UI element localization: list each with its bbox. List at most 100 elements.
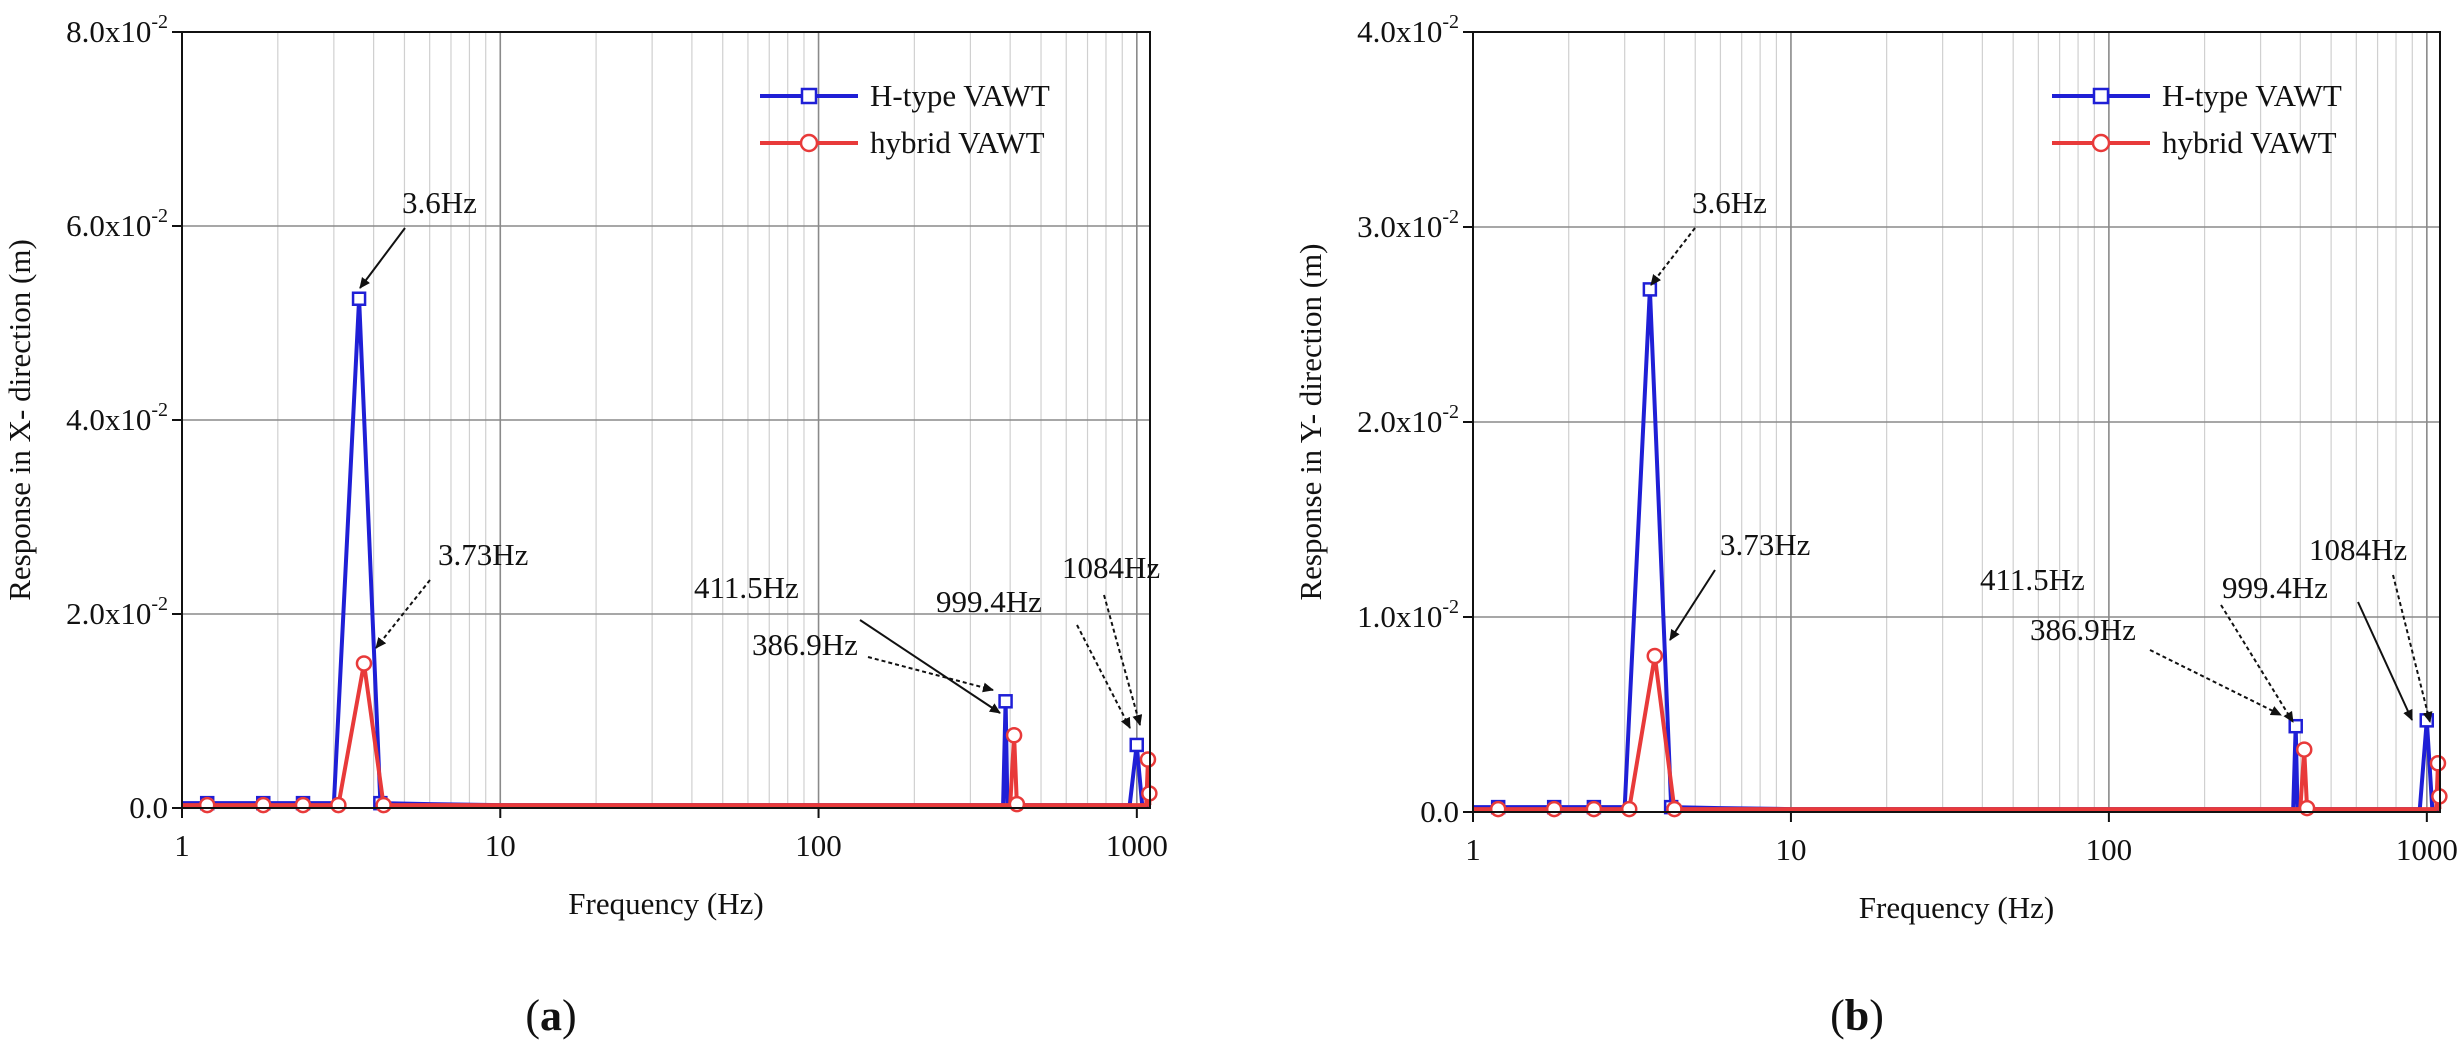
panel-b-y-tick-mantissa: 4.0x10 [1357,14,1442,49]
panel-a-annotation-arrow [359,227,406,289]
panel-b-series-hybrid-marker [1646,647,1664,665]
panel-a-x-tick-label: 10 [485,828,516,863]
panel-a-label: (a) [525,991,576,1040]
panel-a-annotation-arrow [1103,594,1143,726]
panel-b-annotation-label: 386.9Hz [2030,612,2136,647]
legend-hybrid-label: hybrid VAWT [2162,125,2337,160]
panel-a-annotation-label: 3.73Hz [438,537,528,572]
panel-a-y-tick-label: 8.0x10-2 [66,11,168,49]
panel-b-series [1473,282,2448,818]
panel-b-y-tick-mantissa: 0.0 [1420,794,1459,829]
panel-b-label: (b) [1830,991,1884,1040]
panel-b-y-tick-exponent: -2 [1442,401,1459,423]
panel-b-series-hybrid-marker [1620,800,1638,818]
panel-b-y-tick-label: 0.0 [1420,794,1459,829]
panel-a-annotations: 3.6Hz 3.73Hz 411.5Hz 386.9Hz 999.4Hz 1084Hz [359,185,1160,729]
legend-htype-label: H-type VAWT [2162,78,2342,113]
panel-b-series-hybrid-marker [2295,741,2313,758]
panel-a-series-hybrid-marker [355,655,373,672]
panel-a-y-tick-exponent: -2 [151,593,168,615]
panel-b-y-tick-exponent: -2 [1442,206,1459,228]
panel-b-y-axis-title: Response in Y- direction (m) [1293,244,1328,601]
panel-b-y-tick-mantissa: 2.0x10 [1357,404,1442,439]
panel-a-annotation-arrow [375,579,431,649]
panel-a-y-tick-mantissa: 8.0x10 [66,14,151,49]
panel-b-series-hybrid-marker [2429,755,2447,772]
panel-a-label-letter: a [540,991,562,1040]
panel-a-y-tick-exponent: -2 [151,11,168,33]
legend-hybrid-marker [799,133,819,153]
panel-b-series-htype-marker [2419,713,2435,728]
panel-b-y-tick-label: 2.0x10-2 [1357,401,1459,439]
panel-b-annotation-label: 3.73Hz [1720,527,1810,562]
panel-b-x-tick-label: 1 [1465,832,1481,867]
panel-b-y-tick-exponent: -2 [1442,11,1459,33]
panel-b-annotation-label: 999.4Hz [2222,570,2328,605]
panel-a-series-htype-marker [351,291,367,306]
panel-a-y-tick-exponent: -2 [151,399,168,421]
panel-b-annotation-label: 3.6Hz [1692,185,1767,220]
panel-a-annotation-label: 386.9Hz [752,627,858,662]
panel-a-y-tick-mantissa: 4.0x10 [66,402,151,437]
panel-a-x-tick-label: 1000 [1106,828,1168,863]
panel-a-chart: 1 10 100 10000.02.0x10-24.0x10-26.0x10-28.0… [2,11,1168,1040]
panel-a-grid [181,32,1150,808]
panel-a-y-tick-label: 4.0x10-2 [66,399,168,437]
panel-b-y-tick-mantissa: 1.0x10 [1357,599,1442,634]
panel-b-annotation-arrow [1669,569,1716,641]
panel-a-y-tick-mantissa: 0.0 [129,790,168,825]
panel-a-y-tick-label: 2.0x10-2 [66,593,168,631]
panel-a-annotation-label: 3.6Hz [402,185,477,220]
panel-b-series-hybrid-marker [1545,800,1563,818]
panel-b-y-tick-label: 3.0x10-2 [1357,206,1459,244]
panel-a-x-tick-label: 100 [795,828,842,863]
panel-b-annotation-arrow [2149,649,2282,716]
legend-hybrid-marker [2091,133,2111,153]
panel-a-y-tick-mantissa: 2.0x10 [66,596,151,631]
panel-a-series-htype-line [182,296,1150,808]
panel-a-x-axis-title: Frequency (Hz) [568,886,763,921]
panel-a-annotation-arrow [867,656,994,693]
panel-b-y-tick-label: 4.0x10-2 [1357,11,1459,49]
panel-b-annotation-label: 411.5Hz [1980,562,2085,597]
legend-htype-marker [2092,87,2110,105]
panel-b-annotation-label: 1084Hz [2309,532,2407,567]
panel-a-series-hybrid-marker [330,796,347,814]
panel-a-y-tick-label: 0.0 [129,790,168,825]
panel-b-y-tick-mantissa: 3.0x10 [1357,209,1442,244]
panel-a-series-hybrid-marker [375,796,392,814]
panel-b-y-tick-exponent: -2 [1442,596,1459,618]
panel-a-x-tick-label: 1 [174,828,190,863]
panel-a-y-tick-label: 6.0x10-2 [66,205,168,243]
panel-b-x-tick-label: 100 [2086,832,2133,867]
legend-htype-marker [800,87,818,105]
panel-a-annotation-label: 411.5Hz [694,570,799,605]
panel-a-series-htype-marker [998,694,1013,709]
panel-b-annotation-arrow [2392,574,2433,723]
panel-a-series-hybrid-marker [1008,795,1026,813]
panel-a-annotation-arrow [1076,624,1131,729]
panel-a-y-tick-exponent: -2 [151,205,168,227]
panel-b-x-tick-label: 10 [1775,832,1806,867]
panel-a-annotation-arrow [859,619,1001,714]
legend-htype-label: H-type VAWT [870,78,1050,113]
panel-a-annotation-label: 1084Hz [1062,550,1160,585]
panel-a-y-tick-mantissa: 6.0x10 [66,208,151,243]
panel-a-series-hybrid-marker [198,796,216,814]
panel-b-series-hybrid-marker [1666,800,1683,818]
panel-a-annotation-label: 999.4Hz [936,584,1042,619]
panel-b-label-letter: b [1845,991,1869,1040]
panel-b-annotation-arrow [1650,227,1696,286]
panel-b-legend: H-type VAWT hybrid VAWT [2052,78,2342,160]
panel-a-legend: H-type VAWT hybrid VAWT [760,78,1050,160]
panel-a-series-hybrid-marker [1139,751,1157,768]
panel-b-series-htype-marker [2288,718,2303,734]
panel-b-chart: 1 10 100 10000.01.0x10-22.0x10-23.0x10-24.0… [1293,11,2458,1040]
panel-a-y-axis-title: Response in X- direction (m) [2,239,37,601]
panel-b-annotation-arrow [2220,604,2294,723]
panel-a-ticks: 1 10 100 10000.02.0x10-24.0x10-26.0x10-28.0… [66,11,1168,863]
panel-b-ticks: 1 10 100 10000.01.0x10-22.0x10-23.0x10-24.0… [1357,11,2458,867]
panel-b-series-htype-marker [1642,282,1658,297]
